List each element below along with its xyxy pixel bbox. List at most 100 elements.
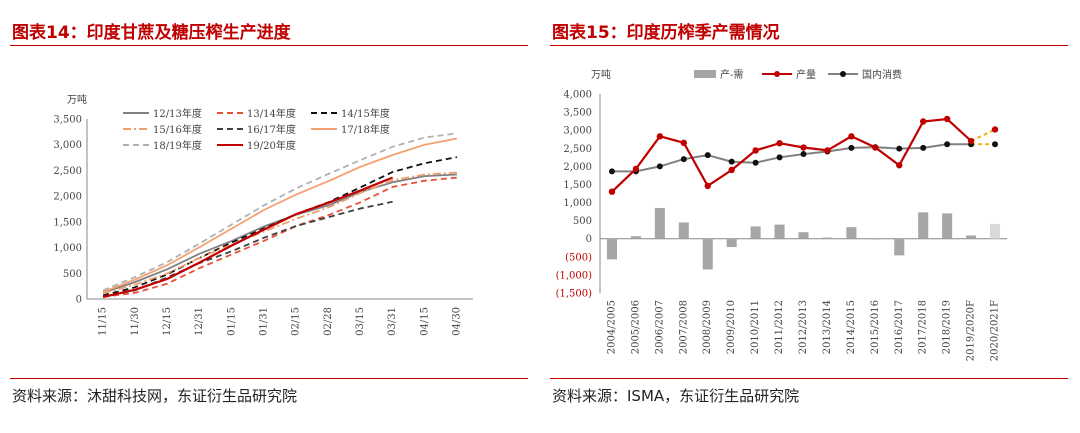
legend-label: 13/14年度 [247,107,296,120]
x-tick-label: 2011/2012 [774,300,785,354]
source-divider [10,378,528,379]
x-tick-label: 2016/2017 [894,300,905,354]
title-divider [10,45,528,46]
legend-label: 15/16年度 [153,123,202,136]
x-tick-label: 01/15 [226,307,237,336]
x-tick-label: 2017/2018 [918,300,929,354]
legend-label: 国内消费 [862,68,902,81]
data-point [728,158,735,165]
y-tick-label: 1,500 [563,180,592,191]
data-point [752,159,759,166]
x-tick-label: 2018/2019 [942,300,953,354]
data-point [920,144,927,151]
data-point [632,165,640,173]
bar [606,238,617,260]
x-tick-label: 03/15 [355,307,366,336]
x-tick-label: 02/28 [323,307,334,336]
series-line [612,143,972,173]
source-note: 资料来源：沐甜科技网，东证衍生品研究院 [12,387,298,405]
data-point [608,168,615,175]
x-tick-label: 2013/2014 [822,300,833,354]
y-tick-label: 0 [586,234,592,245]
data-point [896,162,903,169]
data-point [776,140,783,147]
y-tick-label: 2,000 [563,162,592,173]
data-point [872,144,879,151]
y-tick-label: 2,000 [53,192,82,203]
bar [678,222,689,239]
source-divider [550,378,1068,379]
series-line [102,137,458,293]
data-point [704,182,711,190]
data-point [848,144,855,151]
x-tick-label: 01/31 [258,307,269,336]
bar [798,232,809,239]
source-note: 资料来源：ISMA，东证衍生品研究院 [552,387,800,405]
legend-label: 18/19年度 [153,139,202,152]
x-tick-label: 2009/2010 [726,300,737,354]
season-supply-demand-chart: 万吨 (1,500) (1,000) (500) 0 500 1,000 1,500 2,000… [556,68,1007,361]
series-line [102,171,457,295]
bar [750,226,761,239]
bar [870,238,881,240]
y-tick-label: (500) [565,252,592,263]
x-tick-label: 2014/2015 [846,300,857,354]
unit-label: 万吨 [67,93,87,106]
data-point [680,139,687,147]
y-tick-label: 3,000 [563,126,592,137]
x-tick-label: 2005/2006 [630,300,641,354]
data-point [680,156,687,163]
legend-label: 12/13年度 [153,107,202,120]
data-point [848,133,855,140]
series-line [102,176,457,298]
legend-marker [774,71,780,77]
title-divider [550,45,1068,46]
bar [726,238,737,248]
x-tick-label: 2015/2016 [870,300,881,354]
x-tick-label: 2007/2008 [678,300,689,354]
data-point [776,154,783,161]
data-point [896,145,903,152]
series-line [102,173,457,294]
legend-swatch [694,70,716,78]
data-point [800,151,807,158]
bar [942,213,953,239]
bar [774,224,785,239]
data-point [800,144,807,151]
legend-label: 产量 [796,68,816,81]
forecast-segment [970,128,996,143]
data-point [728,166,735,174]
data-point [992,141,999,148]
y-tick-label: 2,500 [563,144,592,155]
bar [630,236,641,239]
x-tick-label: 2012/2013 [798,300,809,354]
y-tick-label: 1,000 [53,243,82,254]
legend-label: 16/17年度 [247,123,296,136]
y-tick-label: 500 [63,269,82,280]
y-tick-label: (1,500) [556,289,593,300]
y-tick-label: 1,500 [53,217,82,228]
x-tick-label: 12/15 [162,307,173,336]
x-tick-label: 11/30 [130,307,141,336]
x-tick-label: 2019/2020F [966,300,977,361]
bar [822,237,833,239]
series-line [611,117,972,193]
y-tick-label: 1,000 [563,198,592,209]
x-tick-label: 2010/2011 [750,300,761,354]
y-tick-label: 2,500 [53,166,82,177]
y-tick-label: 0 [76,295,82,306]
x-tick-label: 12/31 [194,307,205,336]
data-point [967,137,975,145]
cane-crush-progress-chart: 万吨 0 500 1,000 1,500 2,000 2,500 3,000 3,500 11/1… [53,93,473,336]
data-point [943,115,951,123]
legend-label: 19/20年度 [247,139,296,152]
y-tick-label: 4,000 [563,90,592,101]
series-line [102,132,458,292]
data-point [656,163,663,170]
x-tick-label: 2020/2021F [990,300,1001,361]
data-point [752,147,759,154]
x-tick-label: 2006/2007 [654,300,665,354]
data-point [608,188,616,195]
bar [990,223,1001,239]
chart-panel-right: 图表15：印度历榨季产需情况 万吨 (1,500) (1,000) (500) 0 500… [540,0,1080,433]
